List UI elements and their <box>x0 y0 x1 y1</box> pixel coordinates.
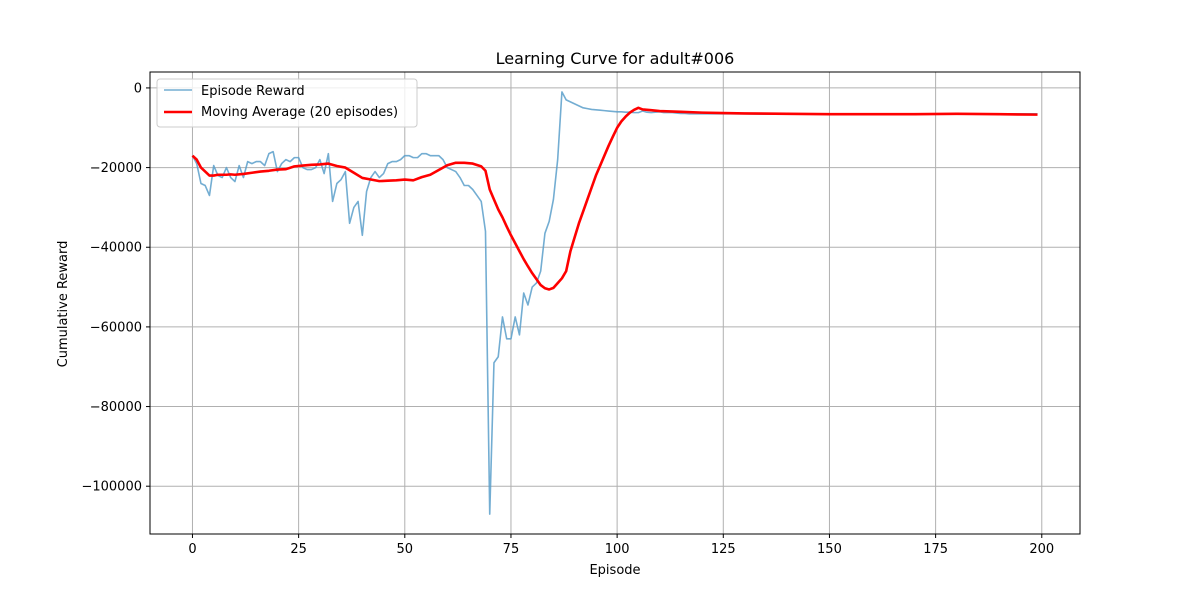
x-tick-label: 100 <box>605 542 630 557</box>
legend-label-moving-average: Moving Average (20 episodes) <box>201 105 398 120</box>
y-axis-ticks: 0 −20000 −40000 −60000 −80000 −100000 <box>81 81 150 495</box>
y-tick-label: −40000 <box>90 241 142 256</box>
legend-label-episode-reward: Episode Reward <box>201 84 305 99</box>
legend: Episode Reward Moving Average (20 episod… <box>156 78 418 128</box>
y-axis-label: Cumulative Reward <box>56 241 71 368</box>
y-tick-label: 0 <box>134 81 142 96</box>
x-tick-label: 25 <box>290 542 307 557</box>
x-tick-label: 125 <box>711 542 736 557</box>
y-tick-label: −100000 <box>81 480 142 495</box>
legend-box <box>156 78 418 128</box>
x-tick-label: 50 <box>397 542 414 557</box>
x-tick-label: 0 <box>188 542 196 557</box>
y-tick-label: −20000 <box>90 161 142 176</box>
series-line-episode-reward <box>191 91 1038 515</box>
chart-title: Learning Curve for adult#006 <box>496 49 735 68</box>
x-tick-label: 75 <box>503 542 520 557</box>
x-axis-label: Episode <box>589 563 640 578</box>
x-tick-label: 175 <box>923 542 948 557</box>
x-axis-ticks: 0 25 50 75 100 125 150 175 200 <box>188 534 1054 557</box>
series-layer <box>191 91 1038 515</box>
grid-lines <box>150 72 1080 534</box>
series-line-moving-average <box>191 106 1038 291</box>
y-tick-label: −60000 <box>90 320 142 335</box>
x-tick-label: 150 <box>817 542 842 557</box>
x-tick-label: 200 <box>1029 542 1054 557</box>
plot-area-frame <box>149 71 1081 535</box>
y-tick-label: −80000 <box>90 400 142 415</box>
